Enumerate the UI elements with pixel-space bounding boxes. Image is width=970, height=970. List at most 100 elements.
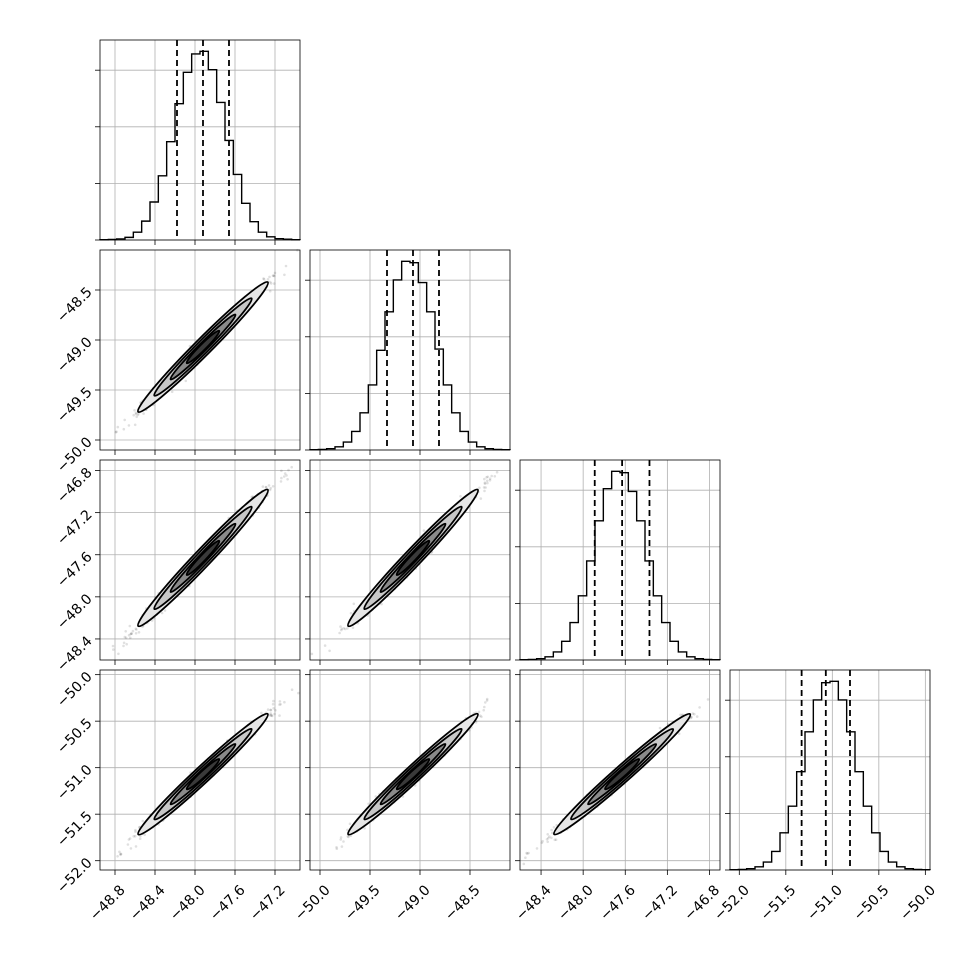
contour-line (169, 522, 237, 594)
y-tick-label: −48.0 (54, 591, 96, 633)
sample-point (490, 474, 494, 478)
sample-point (271, 274, 275, 278)
sample-point (122, 641, 126, 645)
sample-point (272, 707, 275, 710)
sample-point (123, 418, 126, 422)
histogram-2 (519, 470, 721, 661)
x-tick-label: −48.5 (442, 882, 484, 924)
sample-point (484, 486, 487, 489)
sample-point (339, 836, 343, 839)
x-tick-label: −47.2 (247, 882, 289, 924)
sample-point (141, 819, 145, 823)
sample-point (124, 636, 128, 640)
sample-point (323, 644, 327, 647)
contour-line (153, 297, 253, 397)
panel-frame (519, 459, 721, 661)
y-tick-label: −50.5 (54, 716, 96, 758)
sample-point (352, 602, 356, 606)
sample-point (139, 834, 142, 838)
sample-point (128, 624, 132, 628)
sample-point (348, 822, 352, 826)
sample-point (268, 275, 271, 279)
x-tick-label: −47.6 (207, 882, 249, 924)
sample-point (134, 411, 138, 415)
sample-point (129, 632, 132, 636)
sample-point (264, 485, 268, 489)
contour-line (347, 712, 479, 836)
sample-point (126, 843, 130, 846)
sample-point (488, 477, 492, 481)
sample-point (335, 846, 338, 849)
panel-2-2 (515, 459, 721, 665)
panel-frame (99, 459, 301, 661)
sample-point (272, 274, 275, 277)
sample-point (486, 481, 489, 485)
sample-point (479, 714, 482, 717)
sample-point (269, 282, 273, 285)
sample-point (268, 280, 272, 284)
sample-point (269, 708, 273, 712)
panel-frame (309, 459, 511, 661)
sample-point (133, 409, 136, 412)
sample-point (485, 697, 489, 701)
panel-0-0 (95, 39, 301, 245)
sample-point (135, 628, 138, 631)
sample-point (269, 712, 273, 715)
sample-point (344, 627, 347, 631)
sample-point (274, 708, 277, 712)
sample-point (493, 475, 497, 478)
sample-point (347, 835, 350, 839)
sample-point (349, 611, 353, 615)
sample-point (283, 700, 286, 704)
sample-point (134, 412, 138, 416)
sample-point (122, 644, 125, 648)
sample-point (134, 627, 138, 631)
sample-point (551, 831, 554, 835)
panel-3-2: −48.4 −48.0 −47.6 −47.2 −46.8 (513, 669, 723, 924)
sample-point (160, 611, 164, 615)
sample-point (125, 642, 128, 646)
sample-point (130, 632, 133, 635)
x-tick-label: −48.4 (127, 882, 169, 924)
x-tick-label: −49.5 (342, 882, 384, 924)
sample-point (482, 486, 486, 489)
y-tick-label: −51.0 (54, 762, 96, 804)
sample-point (526, 852, 529, 855)
contour-line (363, 505, 463, 611)
sample-point (290, 688, 294, 691)
sample-point (340, 628, 343, 632)
y-tick-label: −50.0 (54, 669, 96, 711)
sample-point (269, 708, 272, 712)
sample-point (482, 708, 486, 712)
x-tick-label: −48.8 (87, 882, 129, 924)
sample-point (273, 271, 277, 275)
sample-point (459, 495, 462, 498)
sample-point (280, 476, 283, 480)
sample-point (133, 834, 137, 838)
sample-point (290, 465, 294, 469)
sample-point (266, 708, 270, 711)
sample-point (262, 277, 266, 281)
sample-point (250, 495, 254, 499)
sample-point (278, 703, 281, 706)
sample-point (273, 712, 276, 716)
density-fill (396, 540, 430, 576)
panel-frame (309, 669, 511, 871)
sample-point (266, 278, 270, 281)
contour-line (137, 712, 269, 836)
sample-point (483, 481, 487, 485)
sample-point (706, 698, 710, 701)
sample-point (483, 482, 487, 486)
sample-point (483, 705, 486, 709)
sample-point (134, 830, 137, 833)
sample-point (340, 845, 344, 848)
panel-frame (99, 669, 301, 871)
contour-line (185, 539, 221, 576)
sample-point (474, 721, 478, 724)
sample-point (486, 475, 490, 479)
contour-line (395, 539, 431, 576)
panel-frame (309, 249, 511, 451)
sample-point (346, 627, 349, 630)
sample-point (268, 289, 272, 293)
contour-line (169, 313, 237, 381)
